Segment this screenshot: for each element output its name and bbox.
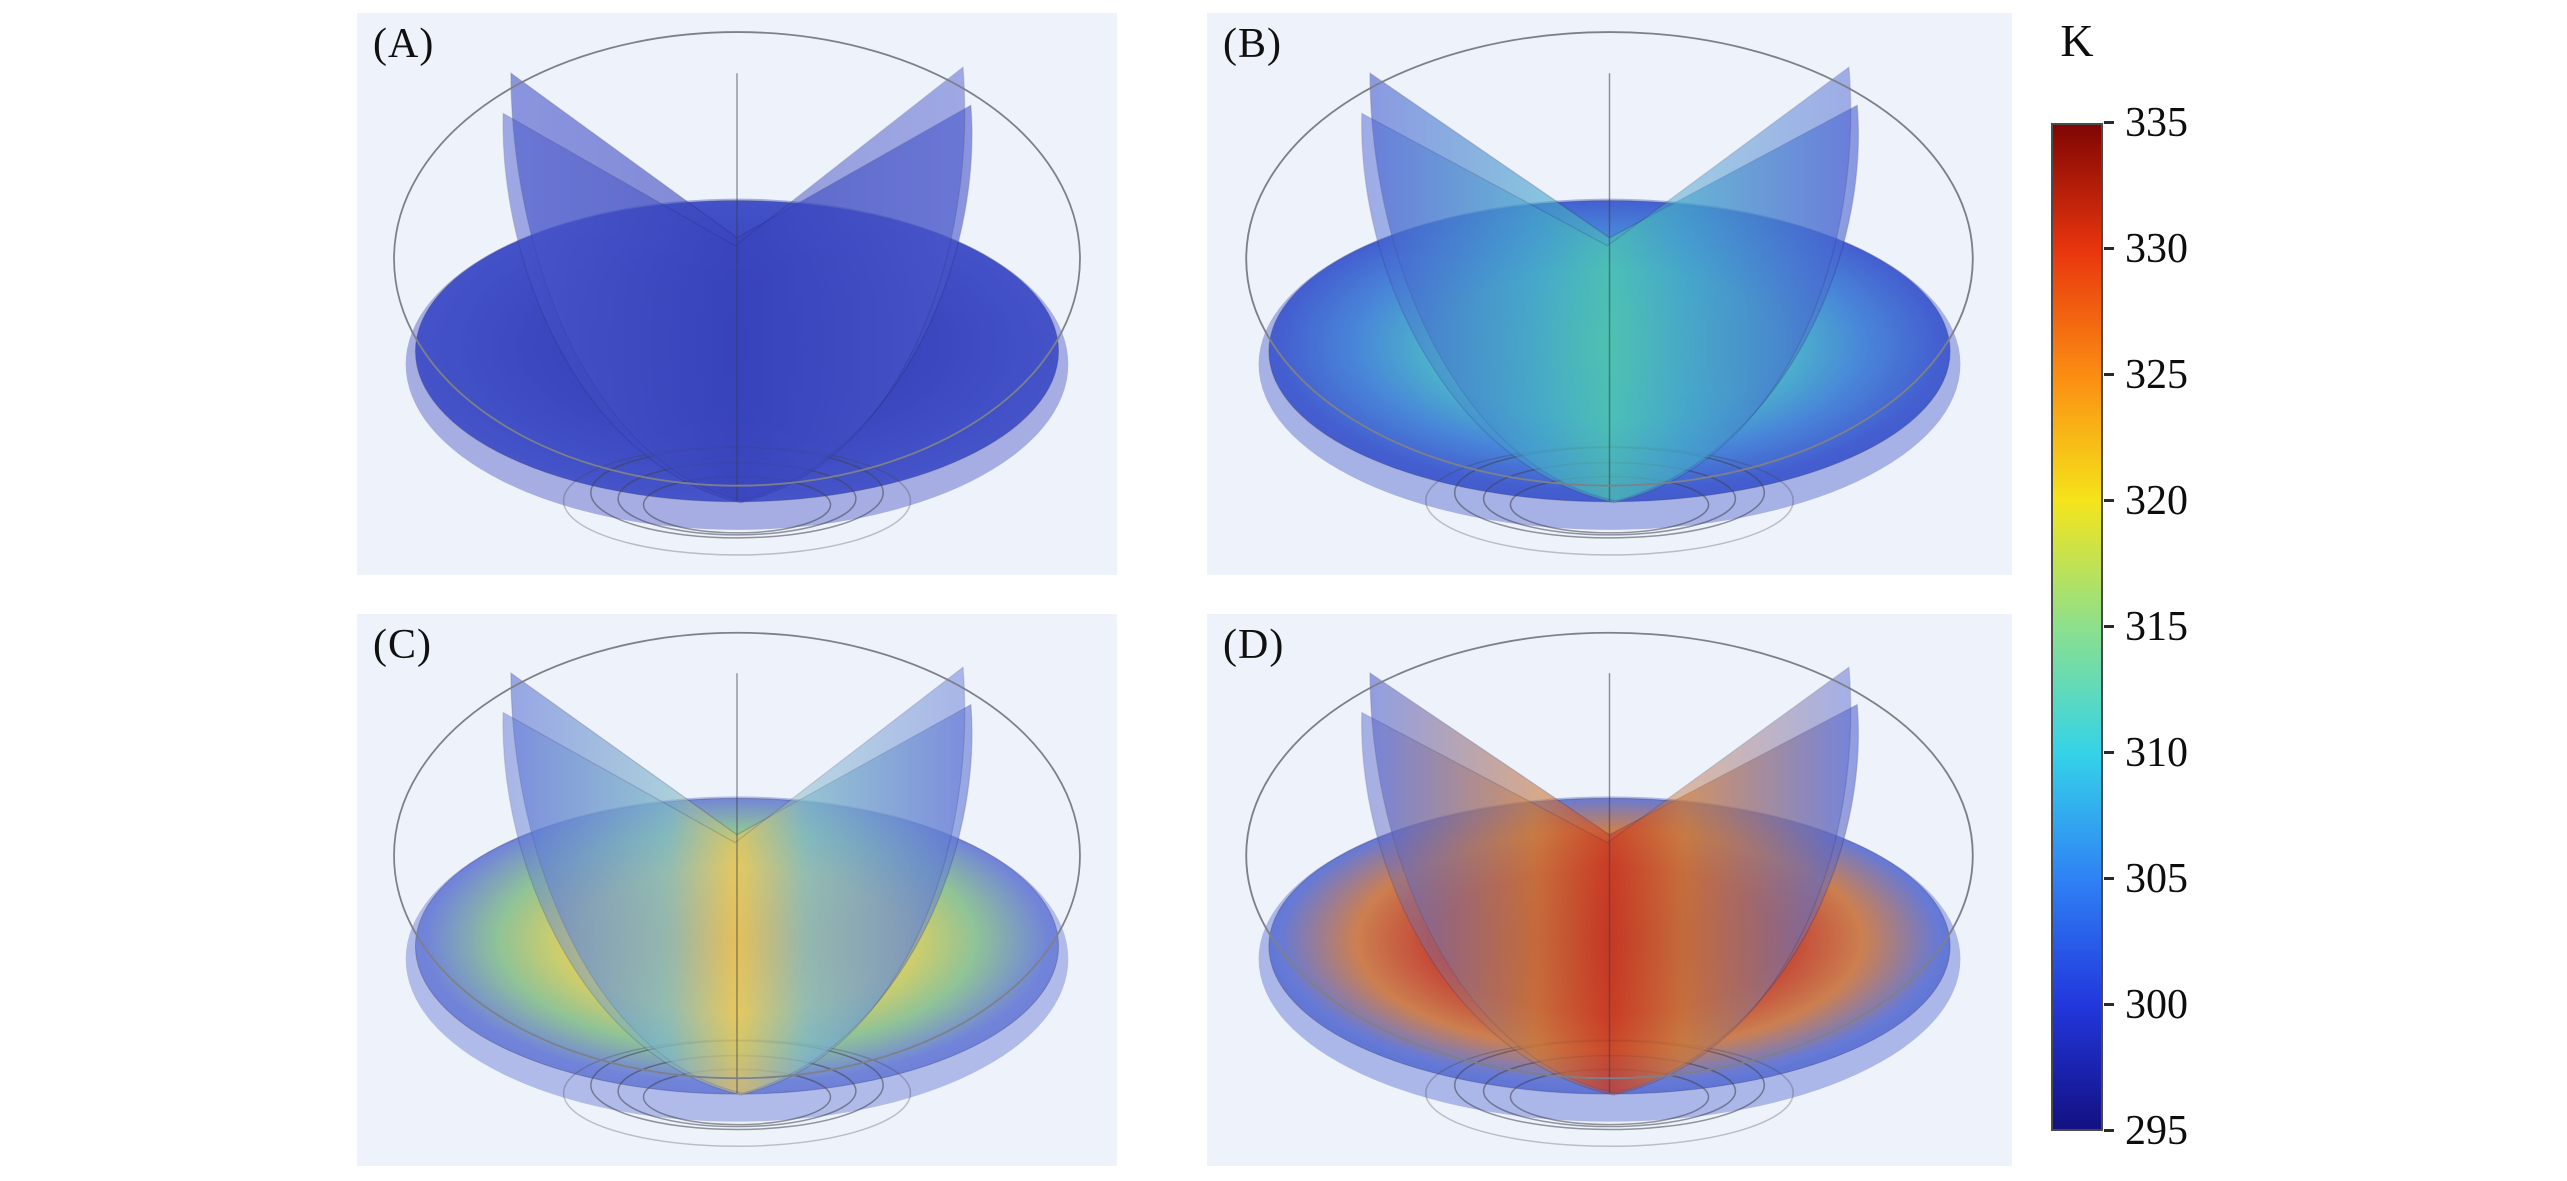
colorbar: K — [2051, 0, 2391, 1181]
colorbar-tick-mark — [2104, 625, 2114, 628]
colorbar-tick-label: 320 — [2125, 478, 2188, 524]
colorbar-tick-mark — [2104, 877, 2114, 880]
colorbar-tick-mark — [2104, 121, 2114, 124]
colorbar-tick-mark — [2104, 373, 2114, 376]
temperature-scene-B — [1245, 31, 1974, 556]
panel-label-B: (B) — [1223, 21, 1282, 67]
temperature-scene-D — [1245, 631, 1974, 1148]
cross-section-plane-2 — [502, 666, 966, 1096]
temperature-scene-A — [393, 31, 1081, 556]
colorbar-tick-mark — [2104, 1129, 2114, 1132]
temperature-scene-C — [393, 631, 1081, 1148]
colorbar-tick-label: 335 — [2125, 100, 2188, 146]
dish-rim-outline — [1245, 31, 1974, 487]
colorbar-tick-label: 295 — [2125, 1108, 2188, 1154]
cross-section-plane-2 — [1361, 666, 1852, 1096]
panel-B: (B) — [1207, 13, 2012, 575]
colorbar-tick-mark — [2104, 499, 2114, 502]
panel-label-D: (D) — [1223, 622, 1285, 668]
panel-D: (D) — [1207, 614, 2012, 1166]
colorbar-gradient — [2051, 123, 2103, 1131]
colorbar-tick-mark — [2104, 247, 2114, 250]
colorbar-tick-label: 330 — [2125, 226, 2188, 272]
colorbar-tick-label: 300 — [2125, 982, 2188, 1028]
panel-label-C: (C) — [373, 622, 432, 668]
panel-A: (A) — [357, 13, 1117, 575]
dish-rim-outline — [1245, 631, 1974, 1080]
colorbar-tick-mark — [2104, 1003, 2114, 1006]
panel-C: (C) — [357, 614, 1117, 1166]
colorbar-tick-label: 325 — [2125, 352, 2188, 398]
panel-label-A: (A) — [373, 21, 435, 67]
cross-section-plane-2 — [1361, 66, 1852, 504]
cross-section-plane-2 — [502, 66, 966, 504]
colorbar-tick-label: 310 — [2125, 730, 2188, 776]
colorbar-tick-label: 305 — [2125, 856, 2188, 902]
dish-rim-outline — [393, 31, 1081, 487]
colorbar-tick-mark — [2104, 751, 2114, 754]
colorbar-tick-label: 315 — [2125, 604, 2188, 650]
colorbar-unit-label: K — [2060, 15, 2094, 66]
dish-rim-outline — [393, 631, 1081, 1080]
colorbar-bar — [2051, 123, 2103, 1131]
